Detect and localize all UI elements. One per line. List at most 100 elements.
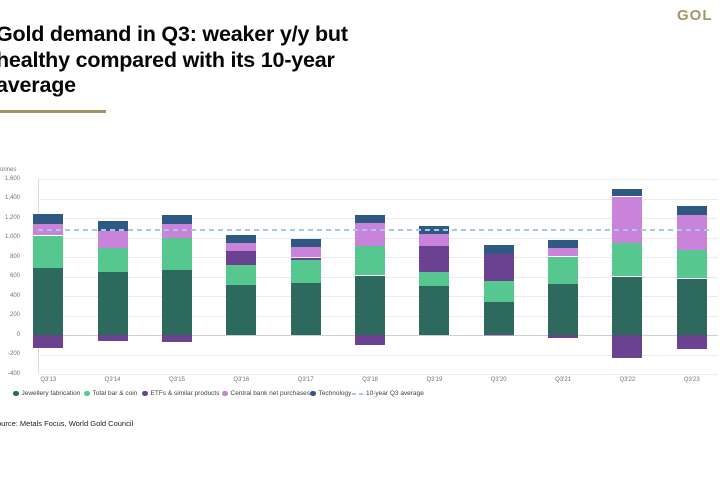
bar-segment-central-bank-net-purchases <box>548 247 579 257</box>
bar-segment-etfs-similar-products <box>33 335 64 348</box>
bar-segment-jewellery-fabrication <box>226 285 257 335</box>
legend-dash-icon <box>352 392 363 395</box>
bar-segment-etfs-similar-products <box>290 257 321 260</box>
bar-segment-technology <box>612 189 643 197</box>
y-axis-tick-label: 1,000 <box>4 234 20 240</box>
bar-segment-technology <box>226 234 257 243</box>
bar-segment-total-bar-coin <box>290 259 321 283</box>
bar-segment-central-bank-net-purchases <box>226 242 257 252</box>
bar-segment-jewellery-fabrication <box>419 285 450 335</box>
bar-segment-technology <box>97 221 128 231</box>
chart-legend: Jewellery fabrication Total bar & coin ETF… <box>0 390 720 400</box>
bar-segment-total-bar-coin <box>483 280 514 303</box>
legend-dot-icon <box>142 390 148 397</box>
legend-item-jewellery-fabrication: Jewellery fabrication <box>13 390 80 397</box>
bar-segment-total-bar-coin <box>97 248 128 272</box>
x-axis-tick-label: Q3'18 <box>362 377 378 383</box>
bar-segment-total-bar-coin <box>419 272 450 286</box>
bar-segment-total-bar-coin <box>612 242 643 277</box>
x-axis-tick-label: Q3'21 <box>555 377 571 383</box>
x-axis-tick-label: Q3'22 <box>619 377 636 383</box>
legend-dot-icon <box>84 390 90 397</box>
legend-dot-icon <box>310 390 316 397</box>
y-axis-tick-label: 200 <box>9 312 20 318</box>
bar-segment-technology <box>483 245 514 255</box>
bar-segment-total-bar-coin <box>548 256 579 284</box>
bar-segment-jewellery-fabrication <box>33 267 64 335</box>
bar-segment-central-bank-net-purchases <box>483 335 514 336</box>
bar-segment-central-bank-net-purchases <box>290 247 321 258</box>
bar-segment-technology <box>676 206 707 216</box>
legend-item-technology: Technology <box>310 390 351 397</box>
gridline <box>38 354 718 356</box>
bar-segment-etfs-similar-products <box>483 254 514 281</box>
legend-label: Technology <box>318 390 352 397</box>
legend-item-etfs-similar-products: ETFs & similar products <box>142 390 220 397</box>
page-title-line-3: average <box>0 73 76 97</box>
y-axis-tick-label: 1,200 <box>4 214 20 221</box>
y-axis-tick-label: 400 <box>9 292 20 299</box>
source-note: Source: Metals Focus, World Gold Council <box>0 419 134 428</box>
y-axis-tick-label: 0 <box>16 331 20 338</box>
ten-year-average-line <box>38 228 712 231</box>
x-axis-tick-label: Q3'19 <box>426 377 443 383</box>
title-underline-accent <box>0 110 106 113</box>
legend-dot-icon <box>222 390 228 397</box>
brand-logo: GOL <box>677 7 713 24</box>
y-axis-tick-label: 800 <box>9 253 20 260</box>
bar-segment-technology <box>33 214 64 225</box>
bar-segment-total-bar-coin <box>355 245 386 276</box>
bar-segment-central-bank-net-purchases <box>97 230 128 249</box>
bar-segment-jewellery-fabrication <box>162 270 192 335</box>
bar-segment-technology <box>548 240 579 248</box>
legend-label: Jewellery fabrication <box>21 390 81 397</box>
x-axis-tick-label: Q3'15 <box>169 377 185 383</box>
x-axis-tick-label: Q3'14 <box>104 377 121 383</box>
bar-segment-total-bar-coin <box>676 249 707 279</box>
bar-segment-jewellery-fabrication <box>548 283 579 335</box>
bar-segment-etfs-similar-products <box>548 335 579 338</box>
gridline <box>38 179 718 180</box>
bar-segment-total-bar-coin <box>162 238 192 271</box>
legend-label: ETFs & similar products <box>150 390 220 397</box>
x-axis-tick-label: Q3'13 <box>40 377 57 383</box>
page-title-line-1: Gold demand in Q3: weaker y/y but <box>0 22 348 46</box>
x-axis-tick-label: Q3'20 <box>490 377 507 383</box>
chart-area: -400 -200 0 200 400 600 800 1,000 1,200 1,400 1,60… <box>0 167 720 400</box>
bar-segment-technology <box>290 239 321 248</box>
y-axis-tick-label: -200 <box>7 351 20 357</box>
legend-dot-icon <box>13 390 19 397</box>
bar-segment-total-bar-coin <box>33 235 64 268</box>
x-axis-tick-label: Q3'16 <box>233 377 250 383</box>
bar-segment-central-bank-net-purchases <box>355 222 386 246</box>
bar-segment-etfs-similar-products <box>612 335 643 359</box>
bar-segment-etfs-similar-products <box>226 251 257 266</box>
bar-segment-central-bank-net-purchases <box>162 224 192 238</box>
bar-segment-technology <box>162 214 192 225</box>
bar-segment-etfs-similar-products <box>676 335 707 350</box>
legend-item-total-bar-coin: Total bar & coin <box>84 390 137 397</box>
bar-segment-total-bar-coin <box>226 265 257 286</box>
legend-label: Total bar & coin <box>92 390 138 397</box>
bar-segment-central-bank-net-purchases <box>612 196 643 243</box>
legend-label: Central bank net purchases <box>230 390 311 397</box>
y-axis-tick-label: 600 <box>9 273 20 279</box>
bar-segment-etfs-similar-products <box>97 335 128 341</box>
x-axis-tick-label: Q3'17 <box>297 377 314 383</box>
y-axis-tick-label: 1,400 <box>4 195 20 201</box>
gridline <box>38 374 718 375</box>
page-title: Gold demand in Q3: weaker y/y but health… <box>0 22 416 99</box>
bar-segment-jewellery-fabrication <box>483 302 514 335</box>
bar-segment-central-bank-net-purchases <box>419 233 450 246</box>
bar-segment-etfs-similar-products <box>419 245 450 273</box>
bar-segment-jewellery-fabrication <box>290 282 321 335</box>
bar-segment-etfs-similar-products <box>162 335 192 342</box>
bar-segment-central-bank-net-purchases <box>676 215 707 250</box>
y-axis-unit-label: Tonnes <box>0 167 17 173</box>
page-title-line-2: healthy compared with its 10-year <box>0 47 335 72</box>
bar-segment-jewellery-fabrication <box>612 276 643 335</box>
legend-item-10-year-q3-average: 10-year Q3 average <box>352 390 424 397</box>
y-axis-tick-label: -400 <box>7 370 20 377</box>
bar-segment-technology <box>355 215 386 223</box>
